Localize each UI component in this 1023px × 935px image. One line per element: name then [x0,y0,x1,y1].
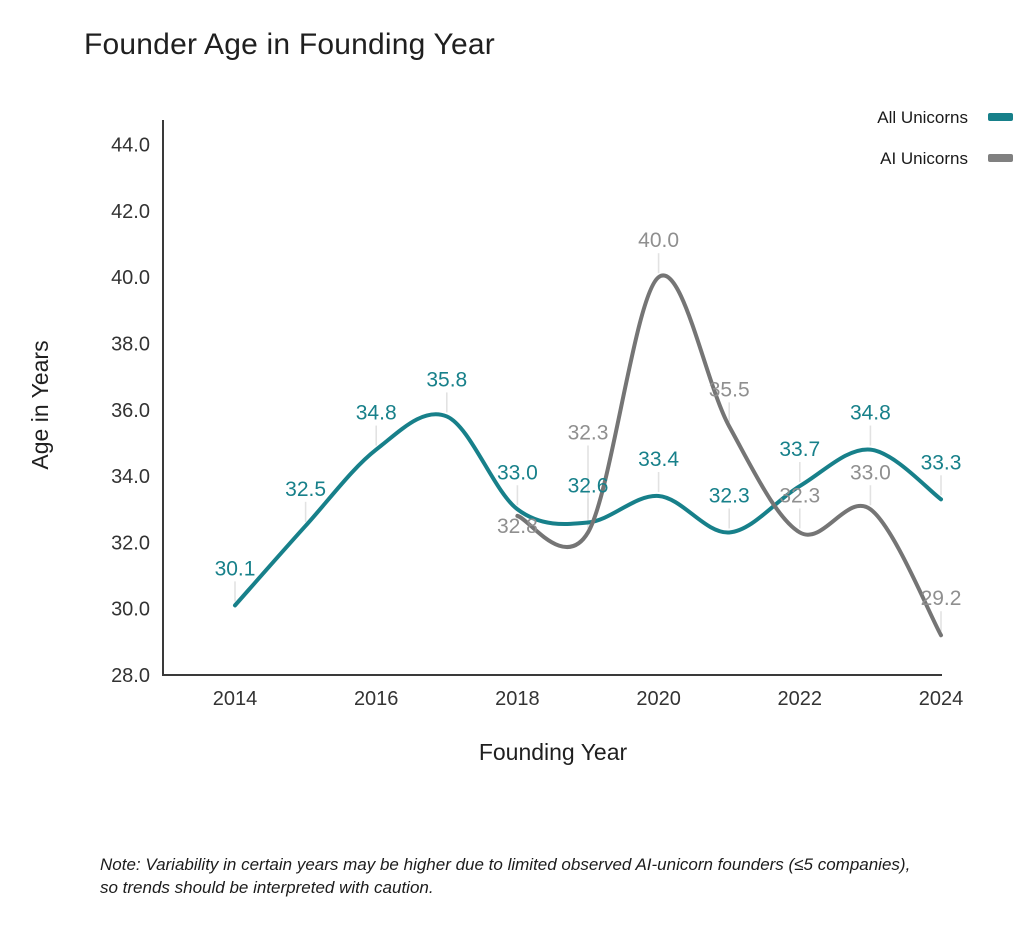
legend-item-label: All Unicorns [877,108,968,127]
legend-swatch-all-unicorns [988,113,1013,121]
x-axis-tick-label: 2020 [636,688,681,710]
y-axis-tick-label: 40.0 [111,267,150,289]
data-point-label: 33.7 [779,438,820,461]
x-axis-title: Founding Year [479,739,628,765]
x-axis-tick-label: 2022 [778,688,823,710]
y-axis-tick-label: 38.0 [111,334,150,356]
y-axis-tick-label: 36.0 [111,400,150,422]
data-point-label: 32.3 [568,421,609,444]
y-axis-tick-label: 32.0 [111,532,150,554]
data-point-label: 34.8 [356,402,397,425]
series-line-ai-unicorns [515,273,943,638]
y-axis-title: Age in Years [27,340,53,469]
chart-title: Founder Age in Founding Year [84,28,495,61]
data-point-label: 35.5 [709,378,750,401]
data-point-label: 34.8 [850,402,891,425]
y-axis-tick-label: 30.0 [111,599,150,621]
data-point-label: 32.3 [779,484,820,507]
x-axis-tick-label: 2024 [919,688,964,710]
y-axis-tick-label: 42.0 [111,201,150,223]
y-axis-tick-label: 34.0 [111,466,150,488]
data-point-label: 33.3 [921,451,962,474]
data-point-label: 33.4 [638,448,679,471]
x-axis-tick-label: 2018 [495,688,540,710]
data-point-label: 33.0 [850,461,891,484]
data-point-label: 29.2 [921,587,962,610]
y-axis-tick-label: 28.0 [111,665,150,687]
footnote: Note: Variability in certain years may b… [100,855,911,897]
data-point-label: 32.3 [709,484,750,507]
legend-item-label: AI Unicorns [880,149,968,168]
data-point-label: 30.1 [215,557,256,580]
data-point-label: 32.6 [568,475,609,498]
data-point-label: 40.0 [638,229,679,252]
data-point-label: 33.0 [497,461,538,484]
data-point-label: 32.5 [285,478,326,501]
data-point-label: 32.8 [497,515,538,538]
x-axis-tick-label: 2016 [354,688,399,710]
data-point-label: 35.8 [426,368,467,391]
legend-swatch-ai-unicorns [988,154,1013,162]
y-axis-tick-label: 44.0 [111,135,150,157]
x-axis-tick-label: 2014 [213,688,258,710]
axis-line [162,120,942,676]
series-line-all-unicorns [233,412,943,608]
